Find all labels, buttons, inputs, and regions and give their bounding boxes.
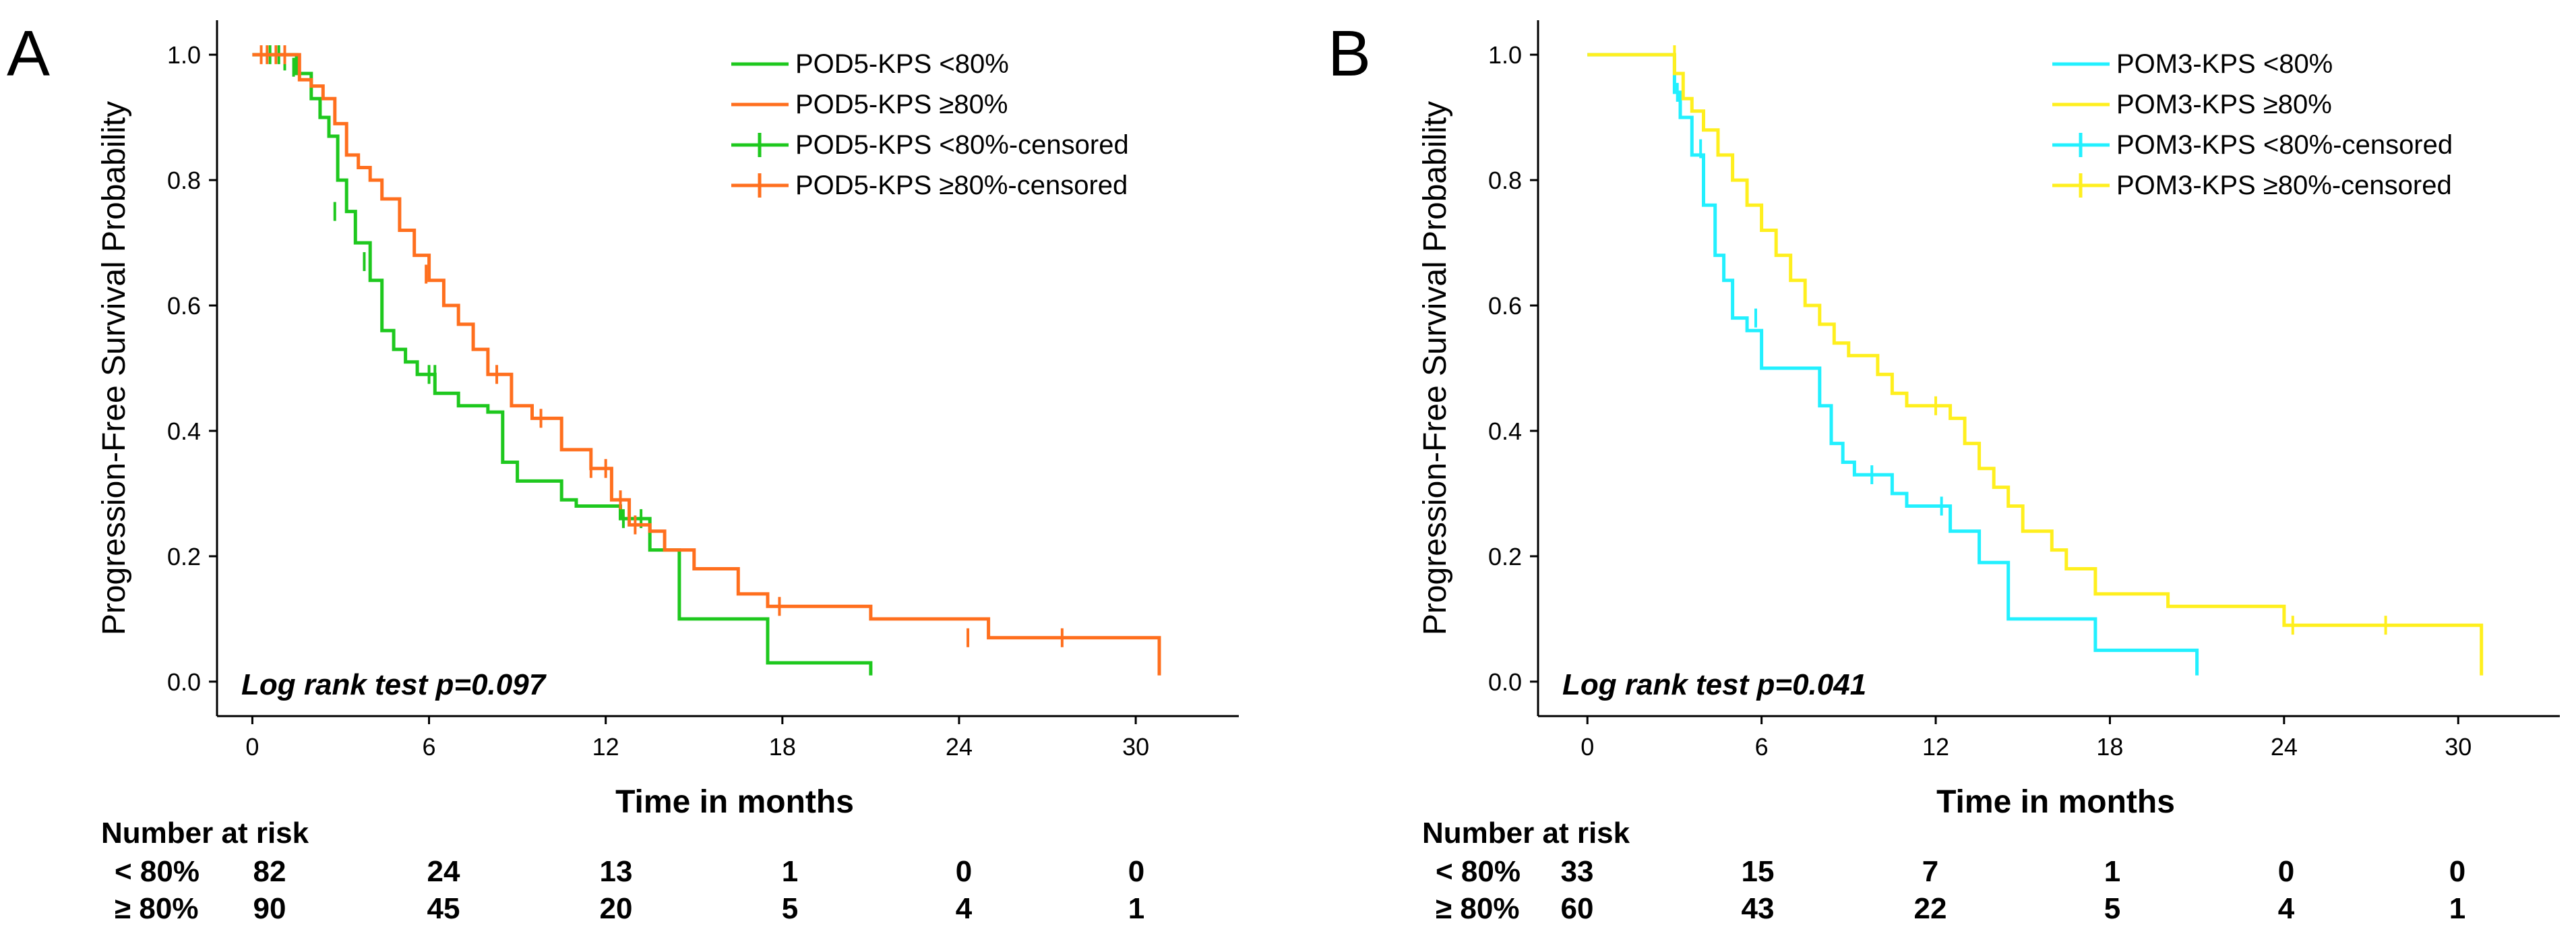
y-tick-label: 0.6 — [167, 292, 201, 320]
risk-table-cell: 0 — [2449, 855, 2465, 888]
risk-table-cell: 43 — [1742, 892, 1775, 925]
y-axis-title: Progression-Free Survival Probability — [96, 101, 132, 635]
risk-table-cell: 1 — [2104, 855, 2120, 888]
y-tick-label: 1.0 — [167, 41, 201, 69]
risk-row-label: ≥ 80% — [115, 892, 198, 925]
risk-table-cell: 22 — [1914, 892, 1947, 925]
y-tick-label: 0.4 — [1488, 417, 1522, 445]
risk-table-cell: 90 — [253, 892, 286, 925]
risk-table-cell: 15 — [1742, 855, 1775, 888]
series-line-1 — [1587, 53, 2484, 676]
risk-table-cell: 45 — [427, 892, 460, 925]
risk-row-label: < 80% — [1436, 855, 1521, 888]
logrank-annotation: Log rank test p=0.041 — [1562, 668, 1866, 701]
x-tick-label: 12 — [1922, 733, 1949, 761]
risk-table-cell: 0 — [956, 855, 972, 888]
series-line-1 — [252, 53, 1161, 676]
y-tick-label: 0.0 — [1488, 668, 1522, 696]
risk-table-cell: 4 — [2278, 892, 2295, 925]
x-axis-title: Time in months — [1936, 784, 2175, 820]
risk-table-cell: 1 — [1128, 892, 1144, 925]
x-tick-label: 18 — [2096, 733, 2123, 761]
risk-table-cell: 1 — [782, 855, 798, 888]
risk-row-label: < 80% — [115, 855, 200, 888]
risk-table-cell: 5 — [2104, 892, 2120, 925]
risk-table-cell: 60 — [1561, 892, 1594, 925]
y-tick-label: 0.8 — [1488, 167, 1522, 194]
risk-table-cell: 13 — [600, 855, 633, 888]
x-tick-label: 6 — [423, 733, 436, 761]
panel-label: A — [7, 18, 50, 90]
risk-table-cell: 7 — [1922, 855, 1938, 888]
series-line-0 — [1587, 53, 2199, 676]
series-line-0 — [252, 53, 873, 676]
y-tick-label: 0.0 — [167, 668, 201, 696]
risk-table-cell: 0 — [2278, 855, 2294, 888]
panel-label: B — [1328, 18, 1371, 90]
x-tick-label: 0 — [1581, 733, 1594, 761]
y-tick-label: 0.8 — [167, 167, 201, 194]
y-tick-label: 0.2 — [1488, 543, 1522, 570]
risk-table-cell: 5 — [782, 892, 798, 925]
x-tick-label: 24 — [946, 733, 973, 761]
y-tick-label: 0.2 — [167, 543, 201, 570]
logrank-annotation: Log rank test p=0.097 — [241, 668, 547, 701]
x-tick-label: 24 — [2271, 733, 2298, 761]
legend-label-0: POM3-KPS <80% — [2116, 49, 2333, 79]
risk-table-cell: 0 — [1128, 855, 1144, 888]
x-tick-label: 12 — [592, 733, 619, 761]
y-tick-label: 1.0 — [1488, 41, 1522, 69]
x-axis-title: Time in months — [615, 784, 854, 820]
x-tick-label: 6 — [1755, 733, 1769, 761]
risk-row-label: ≥ 80% — [1436, 892, 1519, 925]
risk-table-title: Number at risk — [101, 817, 309, 850]
legend-censor-label-0: POD5-KPS <80%-censored — [795, 130, 1129, 160]
x-tick-label: 18 — [769, 733, 796, 761]
legend-label-0: POD5-KPS <80% — [795, 49, 1009, 79]
risk-table-title: Number at risk — [1422, 817, 1630, 850]
y-tick-label: 0.4 — [167, 417, 201, 445]
y-tick-label: 0.6 — [1488, 292, 1522, 320]
legend-label-1: POM3-KPS ≥80% — [2116, 90, 2332, 119]
legend-censor-label-0: POM3-KPS <80%-censored — [2116, 130, 2453, 160]
x-tick-label: 0 — [245, 733, 259, 761]
legend-label-1: POD5-KPS ≥80% — [795, 90, 1008, 119]
legend-censor-label-1: POM3-KPS ≥80%-censored — [2116, 171, 2452, 200]
risk-table-cell: 82 — [253, 855, 286, 888]
risk-table-cell: 33 — [1561, 855, 1594, 888]
risk-table-cell: 1 — [2449, 892, 2465, 925]
x-tick-label: 30 — [1122, 733, 1149, 761]
x-tick-label: 30 — [2445, 733, 2472, 761]
risk-table-cell: 4 — [956, 892, 973, 925]
y-axis-title: Progression-Free Survival Probability — [1417, 101, 1453, 635]
legend-censor-label-1: POD5-KPS ≥80%-censored — [795, 171, 1128, 200]
panel-B: B 0.0 0.2 0.4 0.6 0.8 1.0 0 6 12 18 24 30 Time in mon… — [1328, 18, 2560, 925]
risk-table-cell: 24 — [427, 855, 460, 888]
risk-table-cell: 20 — [600, 892, 633, 925]
